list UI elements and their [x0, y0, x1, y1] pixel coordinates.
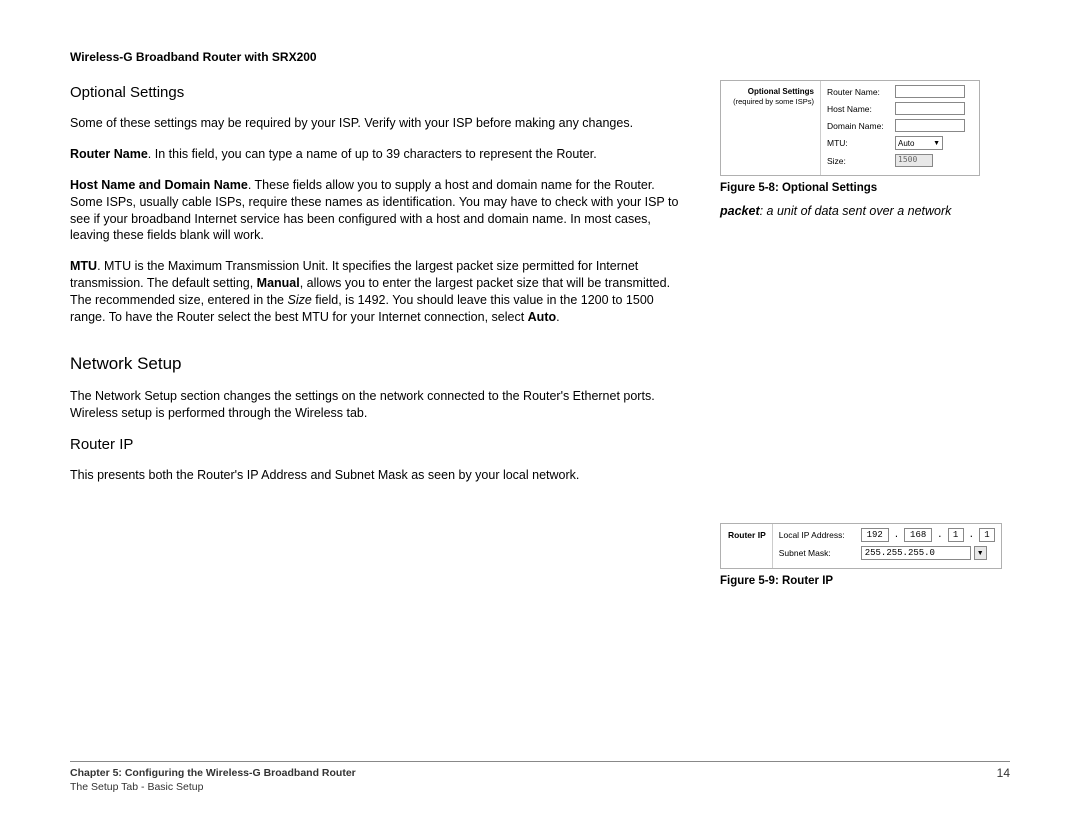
ip-octet-3[interactable]: 1 [948, 528, 964, 542]
optional-intro: Some of these settings may be required b… [70, 115, 690, 132]
row-mtu: MTU: Auto ▼ [827, 136, 973, 150]
select-mtu-value: Auto [898, 139, 914, 148]
network-text: The Network Setup section changes the se… [70, 388, 690, 422]
definition-text: : a unit of data sent over a network [760, 204, 952, 218]
mtu-auto: Auto [528, 310, 556, 324]
footer-chapter: Chapter 5: Configuring the Wireless-G Br… [70, 766, 356, 780]
row-size: Size: 1500 [827, 154, 973, 167]
mtu-label: MTU [70, 259, 97, 273]
footer-left: Chapter 5: Configuring the Wireless-G Br… [70, 766, 356, 794]
label-domain-name: Domain Name: [827, 121, 891, 131]
label-router-name: Router Name: [827, 87, 891, 97]
figure1-panel-title: Optional Settings [727, 87, 814, 97]
figure1-panel-sub: (required by some ISPs) [727, 97, 814, 106]
ip-octet-2[interactable]: 168 [904, 528, 932, 542]
definition-packet: packet: a unit of data sent over a netwo… [720, 204, 1010, 218]
label-subnet: Subnet Mask: [779, 548, 857, 558]
chevron-down-icon[interactable]: ▼ [974, 546, 987, 560]
heading-network-setup: Network Setup [70, 354, 690, 374]
page-footer: Chapter 5: Configuring the Wireless-G Br… [70, 761, 1010, 794]
mtu-paragraph: MTU. MTU is the Maximum Transmission Uni… [70, 258, 690, 326]
heading-router-ip: Router IP [70, 436, 690, 453]
page-body: Wireless-G Broadband Router with SRX200 … [0, 0, 1080, 587]
row-subnet: Subnet Mask: 255.255.255.0▼ [779, 546, 995, 560]
select-subnet-value[interactable]: 255.255.255.0 [861, 546, 971, 560]
figure1-fields: Router Name: Host Name: Domain Name: MTU… [821, 81, 979, 175]
figure2-caption: Figure 5-9: Router IP [720, 575, 1010, 587]
row-host-name: Host Name: [827, 102, 973, 115]
input-domain-name[interactable] [895, 119, 965, 132]
ip-sep: . [894, 530, 899, 540]
row-local-ip: Local IP Address: 192 . 168 . 1 . 1 [779, 528, 995, 542]
figure1-label-column: Optional Settings (required by some ISPs… [721, 81, 821, 175]
footer-subtitle: The Setup Tab - Basic Setup [70, 780, 356, 794]
ip-sep: . [937, 530, 942, 540]
router-name-text: . In this field, you can type a name of … [148, 147, 597, 161]
routerip-text: This presents both the Router's IP Addre… [70, 467, 690, 484]
ip-octet-4[interactable]: 1 [979, 528, 995, 542]
figure2-fields: Local IP Address: 192 . 168 . 1 . 1 Subn… [773, 524, 1001, 568]
footer-page-number: 14 [997, 766, 1010, 794]
select-mtu[interactable]: Auto ▼ [895, 136, 943, 150]
figure1-caption: Figure 5-8: Optional Settings [720, 182, 1010, 194]
label-size: Size: [827, 156, 891, 166]
row-domain-name: Domain Name: [827, 119, 973, 132]
input-router-name[interactable] [895, 85, 965, 98]
heading-optional-settings: Optional Settings [70, 84, 690, 101]
row-router-name: Router Name: [827, 85, 973, 98]
label-local-ip: Local IP Address: [779, 530, 857, 540]
label-mtu: MTU: [827, 138, 891, 148]
definition-term: packet [720, 204, 760, 218]
label-host-name: Host Name: [827, 104, 891, 114]
ip-sep: . [969, 530, 974, 540]
input-size[interactable]: 1500 [895, 154, 933, 167]
host-domain-paragraph: Host Name and Domain Name. These fields … [70, 177, 690, 245]
chevron-down-icon: ▼ [933, 140, 940, 147]
router-name-label: Router Name [70, 147, 148, 161]
figure-router-ip-panel: Router IP Local IP Address: 192 . 168 . … [720, 523, 1002, 569]
product-header: Wireless-G Broadband Router with SRX200 [70, 50, 690, 64]
figure2-label-column: Router IP [721, 524, 773, 568]
host-domain-label: Host Name and Domain Name [70, 178, 248, 192]
input-host-name[interactable] [895, 102, 965, 115]
router-name-paragraph: Router Name. In this field, you can type… [70, 146, 690, 163]
main-column: Wireless-G Broadband Router with SRX200 … [70, 50, 690, 587]
figure-column: Optional Settings (required by some ISPs… [720, 50, 1010, 587]
ip-octet-1[interactable]: 192 [861, 528, 889, 542]
mtu-text-4: . [556, 310, 559, 324]
mtu-manual: Manual [257, 276, 300, 290]
mtu-size: Size [287, 293, 311, 307]
figure-optional-settings-panel: Optional Settings (required by some ISPs… [720, 80, 980, 176]
